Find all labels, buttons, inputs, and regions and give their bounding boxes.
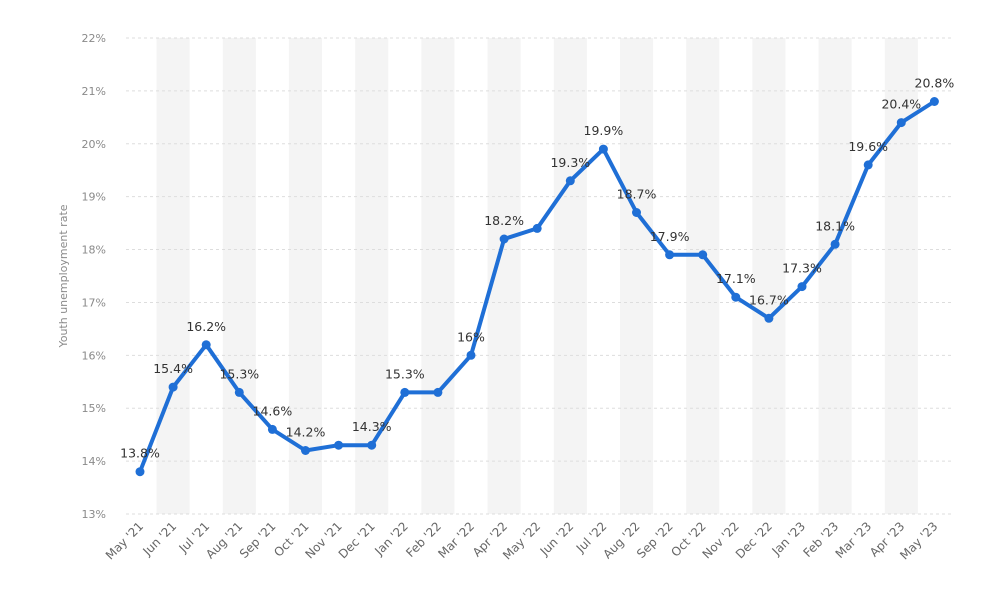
data-label: 18.2% bbox=[484, 213, 524, 228]
x-tick-label: Sep '21 bbox=[237, 519, 279, 561]
data-label: 18.1% bbox=[815, 218, 855, 233]
x-tick-label: Jun '21 bbox=[140, 519, 180, 559]
x-tick-label: May '21 bbox=[103, 519, 146, 562]
data-point bbox=[797, 282, 807, 292]
data-label: 20.8% bbox=[915, 76, 955, 91]
background-band bbox=[288, 38, 322, 514]
x-tick-label: Mar '22 bbox=[435, 519, 477, 561]
data-label: 19.9% bbox=[584, 123, 624, 138]
y-tick-label: 21% bbox=[82, 85, 106, 98]
data-label: 17.1% bbox=[716, 271, 756, 286]
data-point bbox=[598, 144, 608, 154]
data-label: 18.7% bbox=[617, 187, 657, 202]
background-band bbox=[553, 38, 587, 514]
data-point bbox=[267, 424, 277, 434]
data-point bbox=[830, 239, 840, 249]
data-point bbox=[565, 176, 575, 186]
y-tick-label: 19% bbox=[82, 191, 106, 204]
data-point bbox=[301, 446, 310, 455]
data-point bbox=[466, 350, 476, 360]
x-tick-label: Sep '22 bbox=[634, 519, 676, 561]
y-tick-label: 15% bbox=[82, 402, 106, 415]
data-point bbox=[201, 340, 211, 350]
y-tick-label: 16% bbox=[82, 349, 106, 362]
data-label: 16.2% bbox=[186, 319, 226, 334]
data-label: 16% bbox=[457, 329, 485, 344]
alternating-bands bbox=[156, 38, 918, 514]
data-point bbox=[367, 440, 377, 450]
y-axis-ticks: 13% 14% 15% 16% 17% 18% 19% 20% 21% 22% bbox=[82, 32, 106, 521]
data-label: 13.8% bbox=[120, 446, 160, 461]
data-point bbox=[433, 387, 443, 397]
data-label: 14.2% bbox=[286, 425, 326, 440]
data-label: 17.3% bbox=[782, 261, 822, 276]
data-point bbox=[764, 313, 774, 323]
data-label: 20.4% bbox=[881, 97, 921, 112]
data-point bbox=[731, 292, 741, 302]
y-tick-label: 13% bbox=[82, 508, 106, 521]
data-point bbox=[499, 234, 509, 244]
y-tick-label: 18% bbox=[82, 244, 106, 257]
data-label: 14.6% bbox=[253, 403, 293, 418]
data-point bbox=[532, 223, 542, 233]
data-label: 15.3% bbox=[219, 366, 259, 381]
x-tick-label: Dec '21 bbox=[336, 519, 378, 561]
background-band bbox=[818, 38, 852, 514]
data-point bbox=[896, 118, 906, 128]
background-band bbox=[222, 38, 256, 514]
y-tick-label: 22% bbox=[82, 32, 106, 45]
y-tick-label: 17% bbox=[82, 296, 106, 309]
data-label: 15.3% bbox=[385, 366, 425, 381]
y-tick-label: 20% bbox=[82, 138, 106, 151]
data-label: 19.3% bbox=[550, 155, 590, 170]
data-label: 14.3% bbox=[352, 419, 392, 434]
data-label: 17.9% bbox=[650, 229, 690, 244]
background-band bbox=[421, 38, 455, 514]
x-tick-label: Aug '22 bbox=[600, 519, 642, 561]
x-tick-label: Mar '23 bbox=[833, 519, 875, 561]
background-band bbox=[752, 38, 786, 514]
data-point bbox=[135, 467, 145, 477]
data-label: 19.6% bbox=[848, 139, 888, 154]
data-point bbox=[168, 382, 178, 392]
data-point bbox=[698, 250, 708, 260]
data-point bbox=[863, 160, 873, 170]
y-axis-label: Youth unemployment rate bbox=[57, 204, 70, 348]
data-labels: 13.8% 15.4% 16.2% 15.3% 14.6% 14.2% 14.3% 15.3%… bbox=[120, 76, 954, 461]
background-band bbox=[156, 38, 190, 514]
x-tick-label: Jun '22 bbox=[537, 519, 577, 559]
data-point bbox=[665, 250, 675, 260]
data-point bbox=[234, 387, 244, 397]
x-tick-label: Aug '21 bbox=[203, 519, 245, 561]
data-point bbox=[400, 387, 410, 397]
data-point bbox=[632, 208, 641, 217]
background-band bbox=[355, 38, 389, 514]
data-label: 16.7% bbox=[749, 292, 789, 307]
background-band bbox=[620, 38, 654, 514]
data-point bbox=[929, 97, 939, 106]
x-tick-label: Dec '22 bbox=[733, 519, 775, 561]
background-band bbox=[686, 38, 720, 514]
y-tick-label: 14% bbox=[82, 455, 106, 468]
series-youth-unemployment bbox=[135, 97, 939, 477]
data-label: 15.4% bbox=[153, 361, 193, 376]
data-point bbox=[334, 440, 344, 450]
